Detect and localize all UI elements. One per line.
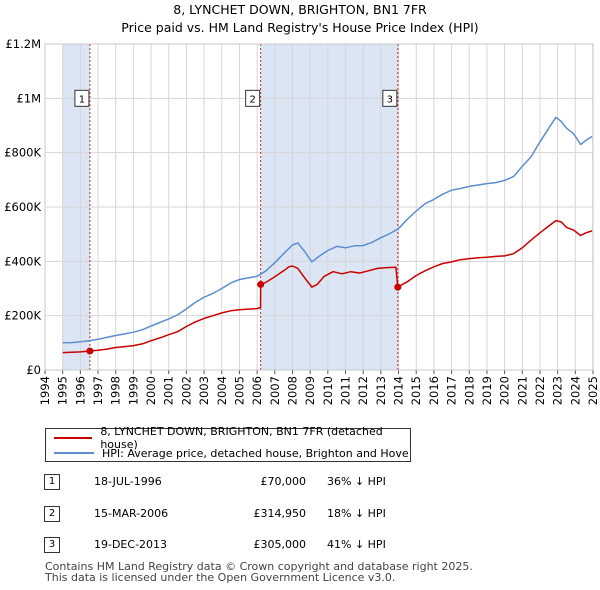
x-tick-label: 1994 bbox=[38, 376, 52, 405]
legend-item-hpi: HPI: Average price, detached house, Brig… bbox=[54, 446, 409, 460]
x-tick-label: 2012 bbox=[356, 376, 370, 405]
x-tick-label: 1997 bbox=[91, 376, 105, 405]
x-tick-label: 2007 bbox=[268, 376, 282, 405]
y-tick-label: £200K bbox=[4, 309, 41, 323]
transaction-number-badge: 3 bbox=[44, 537, 60, 553]
transaction-row: 1 18-JUL-1996 £70,000 36% ↓ HPI bbox=[44, 474, 584, 494]
x-tick-label: 2003 bbox=[197, 376, 211, 405]
x-tick-label: 2013 bbox=[374, 376, 388, 405]
x-tick-label: 2006 bbox=[250, 376, 264, 405]
legend-swatch-property bbox=[54, 437, 93, 439]
transaction-date: 15-MAR-2006 bbox=[94, 507, 169, 520]
transaction-date: 18-JUL-1996 bbox=[94, 475, 162, 488]
x-tick-label: 2019 bbox=[480, 376, 494, 405]
y-tick-label: £0 bbox=[26, 363, 41, 377]
x-tick-label: 1998 bbox=[109, 376, 123, 405]
series-line bbox=[62, 116, 593, 344]
transaction-marker-box bbox=[245, 89, 261, 107]
x-tick-label: 2021 bbox=[515, 376, 529, 405]
legend-label-property: 8, LYNCHET DOWN, BRIGHTON, BN1 7FR (deta… bbox=[100, 425, 383, 451]
transaction-price: £314,950 bbox=[253, 507, 307, 520]
x-tick-label: 2008 bbox=[285, 376, 299, 405]
x-tick-label: 2018 bbox=[462, 376, 476, 405]
transaction-hpi-relation: 41% ↓ HPI bbox=[327, 538, 386, 551]
legend-swatch-hpi bbox=[54, 452, 94, 454]
legend-label-hpi: HPI: Average price, detached house, Brig… bbox=[102, 446, 409, 460]
x-tick-label: 2025 bbox=[586, 376, 600, 405]
transaction-markers: 1 2 3 bbox=[74, 89, 398, 107]
transaction-point bbox=[394, 283, 402, 291]
transaction-date: 19-DEC-2013 bbox=[94, 538, 168, 551]
x-tick-label: 2024 bbox=[568, 376, 582, 405]
footer-license: This data is licensed under the Open Gov… bbox=[45, 571, 396, 584]
x-tick-label: 2015 bbox=[409, 376, 423, 405]
x-tick-label: 2009 bbox=[303, 376, 317, 405]
transaction-price: £305,000 bbox=[253, 538, 307, 551]
footer-copyright: Contains HM Land Registry data © Crown c… bbox=[45, 560, 473, 573]
grid bbox=[44, 43, 594, 371]
x-tick-label: 2011 bbox=[339, 376, 353, 405]
x-tick-label: 2002 bbox=[179, 376, 193, 405]
transaction-number-badge: 1 bbox=[44, 474, 60, 490]
x-tick-label: 2020 bbox=[498, 376, 512, 405]
transaction-hpi-relation: 18% ↓ HPI bbox=[327, 507, 386, 520]
x-tick-label: 2001 bbox=[162, 376, 176, 405]
y-tick-label: £400K bbox=[4, 254, 41, 268]
x-tick-label: 2000 bbox=[144, 376, 158, 405]
chart-subtitle: Price paid vs. HM Land Registry's House … bbox=[121, 20, 479, 35]
x-tick-label: 1995 bbox=[56, 376, 70, 405]
y-tick-label: £1.2M bbox=[5, 37, 41, 51]
plot-frame bbox=[44, 43, 594, 371]
transaction-points bbox=[86, 280, 402, 355]
transaction-row: 3 19-DEC-2013 £305,000 41% ↓ HPI bbox=[44, 537, 584, 557]
x-tick-label: 2014 bbox=[392, 376, 406, 405]
transaction-marker-box bbox=[382, 89, 398, 107]
transaction-price: £70,000 bbox=[260, 475, 307, 488]
transaction-point bbox=[86, 347, 94, 355]
transaction-number-badge: 2 bbox=[44, 506, 60, 522]
transaction-marker-box bbox=[74, 89, 90, 107]
transaction-marker-label: 3 bbox=[387, 94, 393, 105]
transaction-marker-label: 1 bbox=[79, 94, 85, 105]
x-tick-label: 2016 bbox=[427, 376, 441, 405]
y-tick-label: £600K bbox=[4, 200, 41, 214]
series-lines bbox=[62, 116, 593, 354]
x-tick-label: 1996 bbox=[73, 376, 87, 405]
footer: Contains HM Land Registry data © Crown c… bbox=[45, 561, 473, 583]
x-tick-label: 2022 bbox=[533, 376, 547, 405]
y-tick-label: £800K bbox=[4, 146, 41, 160]
x-tick-label: 1999 bbox=[126, 376, 140, 405]
x-tick-label: 2010 bbox=[321, 376, 335, 405]
transaction-row: 2 15-MAR-2006 £314,950 18% ↓ HPI bbox=[44, 506, 584, 526]
price-chart: 1 2 3 £0 £200K £400K £600K £800K £1M £1.2M 1994 19… bbox=[4, 37, 600, 405]
y-tick-label: £1M bbox=[16, 91, 41, 105]
legend: 8, LYNCHET DOWN, BRIGHTON, BN1 7FR (deta… bbox=[45, 425, 411, 462]
series-line bbox=[62, 219, 593, 354]
transaction-marker-label: 2 bbox=[249, 94, 255, 105]
x-tick-label: 2017 bbox=[445, 376, 459, 405]
x-tick-label: 2023 bbox=[551, 376, 565, 405]
legend-item-property: 8, LYNCHET DOWN, BRIGHTON, BN1 7FR (deta… bbox=[54, 425, 410, 451]
transaction-point bbox=[257, 280, 265, 288]
x-tick-label: 2005 bbox=[232, 376, 246, 405]
chart-title: 8, LYNCHET DOWN, BRIGHTON, BN1 7FR bbox=[173, 2, 427, 17]
transaction-hpi-relation: 36% ↓ HPI bbox=[327, 475, 386, 488]
x-tick-label: 2004 bbox=[215, 376, 229, 405]
